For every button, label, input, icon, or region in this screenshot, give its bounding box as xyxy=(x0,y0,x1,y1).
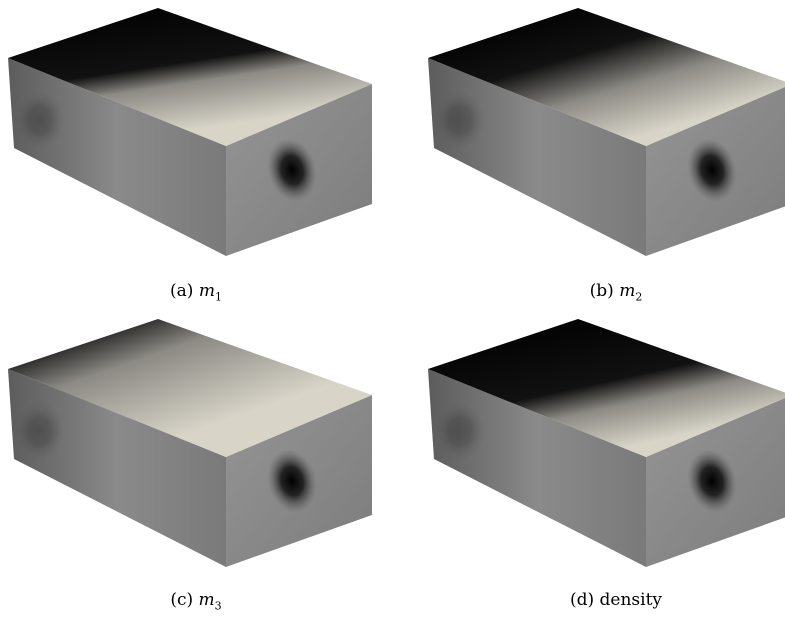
caption-var: m xyxy=(619,281,636,301)
caption-b: (b) m2 xyxy=(420,281,785,303)
caption-var: m xyxy=(198,281,215,301)
caption-label: (b) xyxy=(589,281,614,301)
anomaly-blob xyxy=(687,138,737,202)
caption-label: (d) xyxy=(569,590,595,610)
block-render-m2 xyxy=(428,8,785,256)
anomaly-blob xyxy=(267,138,317,202)
anomaly-blob xyxy=(267,449,317,513)
caption-sub: 2 xyxy=(635,290,643,304)
panel-a: (a) m1 xyxy=(0,0,392,311)
left-shadow xyxy=(434,90,486,150)
panel-b: (b) m2 xyxy=(420,0,785,311)
caption-var: m xyxy=(198,590,215,610)
caption-label: (a) xyxy=(170,281,194,301)
block-top-face xyxy=(428,8,785,146)
block-top-face xyxy=(428,319,785,457)
panel-c: (c) m3 xyxy=(0,311,392,622)
caption-text: density xyxy=(599,590,663,610)
block-top-face xyxy=(8,8,372,146)
caption-d: (d) density xyxy=(420,590,785,610)
caption-label: (c) xyxy=(170,590,194,610)
caption-sub: 1 xyxy=(214,290,222,304)
anomaly-blob xyxy=(687,449,737,513)
block-render-m3 xyxy=(8,319,372,567)
left-shadow xyxy=(14,90,66,150)
block-render-density xyxy=(428,319,785,567)
left-shadow xyxy=(14,401,66,461)
caption-a: (a) m1 xyxy=(0,281,392,303)
left-shadow xyxy=(434,401,486,461)
caption-c: (c) m3 xyxy=(0,590,392,612)
panel-d: (d) density xyxy=(420,311,785,622)
caption-sub: 3 xyxy=(214,599,222,613)
block-render-m1 xyxy=(8,8,372,256)
block-top-face xyxy=(8,319,372,457)
